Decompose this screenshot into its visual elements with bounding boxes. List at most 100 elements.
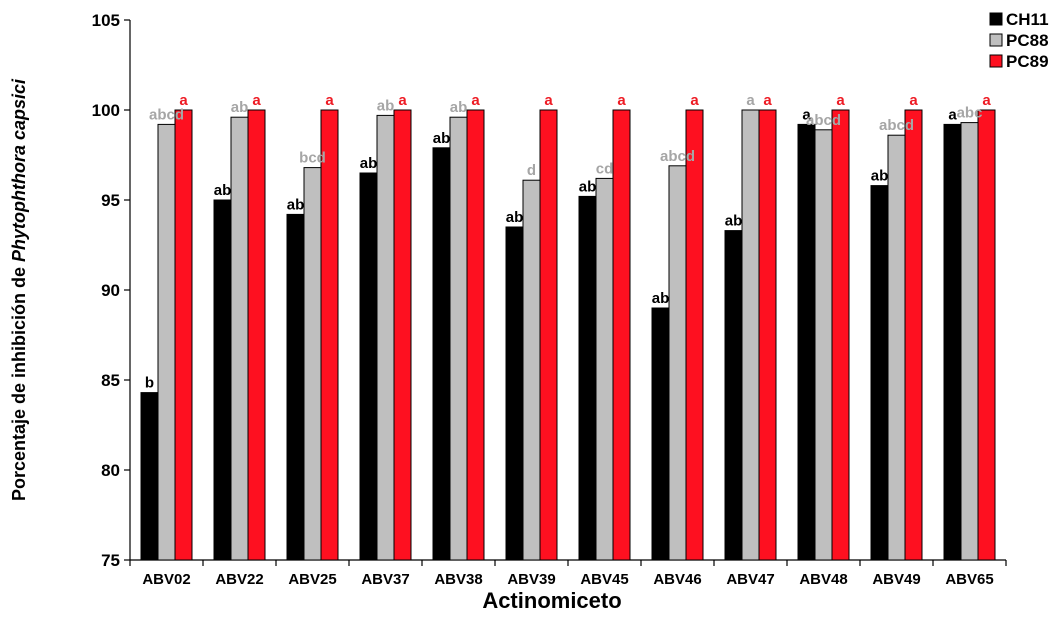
- data-label-pc89: a: [544, 92, 553, 109]
- bar-ch11-abv45: [578, 195, 597, 561]
- bar-pc89-abv49: [904, 109, 923, 561]
- chart-axes: 75 80 85 90 95 100 105 ABV02 ABV22 ABV25 ABV37 ABV3…: [92, 11, 1007, 588]
- bar-pc88-abv47: [741, 109, 760, 561]
- bar-pc89-abv37: [393, 109, 412, 561]
- data-label-pc88: cd: [596, 160, 614, 177]
- data-label-pc88: ab: [377, 97, 395, 114]
- bar-ch11-abv37: [359, 172, 378, 561]
- data-label-pc88: abcd: [806, 112, 841, 129]
- data-label-pc88: abcd: [660, 148, 695, 165]
- data-label-pc89: a: [982, 92, 991, 109]
- legend-swatch-pc88: [989, 33, 1003, 47]
- legend-label-ch11: CH11: [1006, 10, 1049, 29]
- bar-pc88-abv02: [157, 123, 176, 561]
- y-tick-label: 85: [101, 371, 120, 390]
- bar-pc88-abv37: [376, 114, 395, 561]
- y-tick-label: 80: [101, 461, 120, 480]
- data-label-pc88: d: [527, 162, 536, 179]
- y-tick-label: 100: [92, 101, 120, 120]
- data-label-pc89: a: [690, 92, 699, 109]
- bar-pc89-abv46: [685, 109, 704, 561]
- bar-pc89-abv65: [977, 109, 996, 561]
- data-label-ch11: ab: [506, 209, 524, 226]
- bar-pc89-abv47: [758, 109, 777, 561]
- x-tick-label: ABV65: [945, 571, 993, 588]
- bar-pc89-abv39: [539, 109, 558, 561]
- legend-swatch-ch11: [989, 12, 1003, 26]
- data-label-ch11: a: [802, 106, 811, 123]
- data-label-ch11: ab: [652, 290, 670, 307]
- data-label-ch11: ab: [579, 178, 597, 195]
- data-label-pc88: abcd: [149, 106, 184, 123]
- x-tick-label: ABV48: [799, 571, 847, 588]
- y-tick-label: 90: [101, 281, 120, 300]
- x-tick-label: ABV47: [726, 571, 774, 588]
- bar-ch11-abv65: [943, 123, 962, 561]
- data-label-ch11: ab: [287, 196, 305, 213]
- bar-pc88-abv38: [449, 116, 468, 561]
- x-tick-label: ABV22: [215, 571, 263, 588]
- x-axis-title: Actinomiceto: [482, 588, 621, 613]
- data-label-pc89: a: [836, 92, 845, 109]
- data-label-ch11: ab: [725, 213, 743, 230]
- x-tick-label: ABV49: [872, 571, 920, 588]
- bar-pc88-abv48: [814, 129, 833, 561]
- x-tick-label: ABV45: [580, 571, 628, 588]
- legend-label-pc88: PC88: [1006, 31, 1049, 50]
- bar-ch11-abv48: [797, 123, 816, 561]
- data-label-pc89: a: [398, 92, 407, 109]
- bar-pc88-abv46: [668, 165, 687, 561]
- legend: CH11 PC88 PC89: [989, 10, 1049, 71]
- bar-ch11-abv25: [286, 213, 305, 561]
- bar-ch11-abv46: [651, 307, 670, 561]
- data-label-ch11: ab: [360, 155, 378, 172]
- bar-pc89-abv22: [247, 109, 266, 561]
- y-axis-title: Porcentaje de inhibición de Phytophthora…: [9, 78, 29, 501]
- bar-ch11-abv47: [724, 230, 743, 561]
- data-label-pc88: ab: [450, 99, 468, 116]
- legend-label-pc89: PC89: [1006, 52, 1049, 71]
- data-label-ch11: b: [145, 375, 154, 392]
- data-label-ch11: a: [948, 106, 957, 123]
- bar-pc89-abv38: [466, 109, 485, 561]
- bar-pc89-abv45: [612, 109, 631, 561]
- bar-pc88-abv39: [522, 179, 541, 561]
- data-label-pc88: bcd: [299, 150, 326, 167]
- data-label-pc89: a: [179, 92, 188, 109]
- data-label-ch11: ab: [214, 182, 232, 199]
- bar-pc88-abv25: [303, 167, 322, 561]
- bar-ch11-abv02: [140, 392, 159, 561]
- data-label-pc89: a: [252, 92, 261, 109]
- data-label-pc88: ab: [231, 99, 249, 116]
- data-label-pc88: abcd: [879, 117, 914, 134]
- data-label-pc89: a: [325, 92, 334, 109]
- y-axis-title-species: Phytophthora capsici: [9, 78, 29, 262]
- legend-swatch-pc89: [989, 54, 1003, 68]
- y-tick-label: 75: [101, 551, 120, 570]
- data-label-pc89: a: [909, 92, 918, 109]
- x-tick-label: ABV39: [507, 571, 555, 588]
- bar-pc88-abv65: [960, 122, 979, 561]
- bar-pc89-abv25: [320, 109, 339, 561]
- x-tick-label: ABV38: [434, 571, 482, 588]
- chart-bars: [140, 109, 996, 561]
- bar-pc89-abv48: [831, 109, 850, 561]
- data-label-ch11: ab: [433, 130, 451, 147]
- x-tick-label: ABV37: [361, 571, 409, 588]
- bar-pc88-abv49: [887, 134, 906, 561]
- data-label-pc89: a: [471, 92, 480, 109]
- x-tick-label: ABV02: [142, 571, 190, 588]
- x-tick-label: ABV46: [653, 571, 701, 588]
- data-label-ch11: ab: [871, 168, 889, 185]
- data-label-pc88: abc: [957, 105, 983, 122]
- x-tick-label: ABV25: [288, 571, 336, 588]
- bar-ch11-abv22: [213, 199, 232, 561]
- bar-ch11-abv49: [870, 185, 889, 561]
- bar-pc89-abv02: [174, 109, 193, 561]
- bar-pc88-abv22: [230, 116, 249, 561]
- data-label-pc88: a: [746, 92, 755, 109]
- data-label-pc89: a: [763, 92, 772, 109]
- bar-ch11-abv38: [432, 147, 451, 561]
